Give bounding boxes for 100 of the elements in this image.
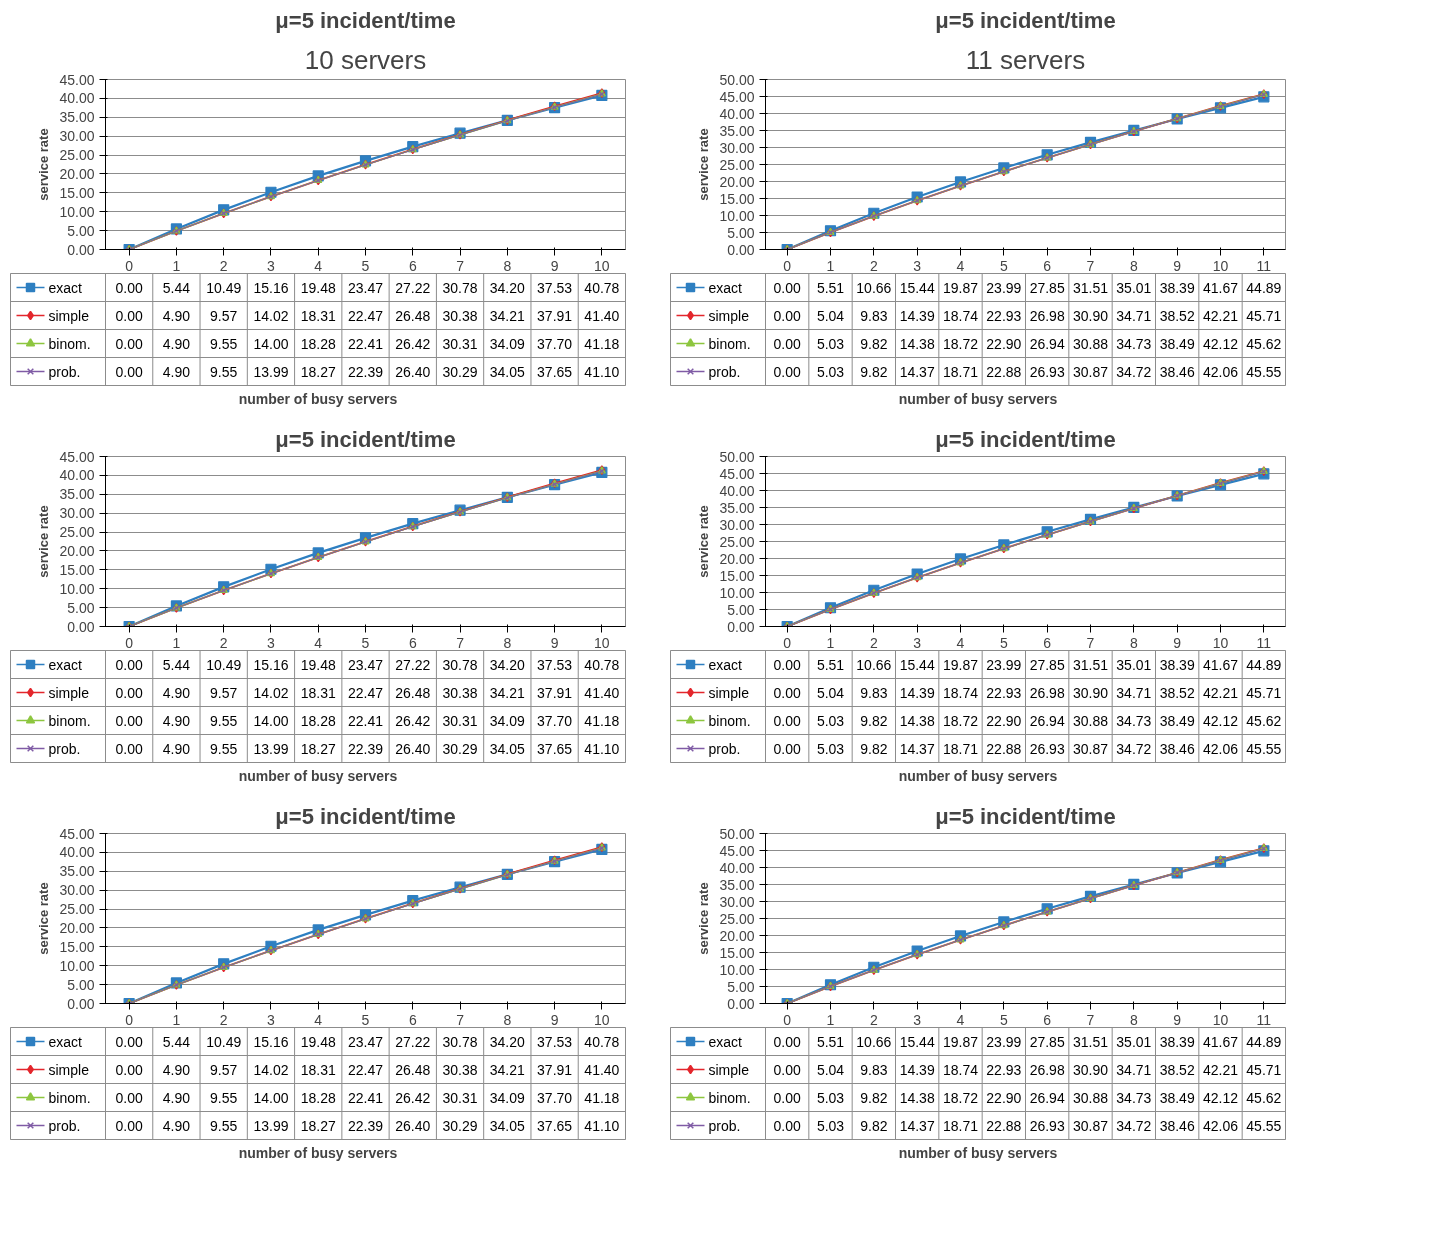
data-label: 38.39	[1159, 279, 1195, 296]
x-tick-label: 8	[1129, 634, 1138, 651]
y-tick-label: 30.00	[59, 505, 95, 522]
x-tick-label: 7	[456, 257, 465, 274]
data-label: 34.09	[489, 1089, 526, 1106]
legend-label: prob.	[48, 363, 81, 380]
data-label: 45.55	[1246, 740, 1282, 757]
data-label: 41.18	[584, 335, 620, 352]
y-tick-label: 40.00	[719, 859, 755, 876]
y-tick-label: 15.00	[719, 944, 755, 961]
y-tick-label: 5.00	[727, 978, 755, 995]
data-label: 9.55	[210, 1089, 238, 1106]
data-label: 42.12	[1202, 335, 1239, 352]
x-axis-title: number of busy servers	[898, 390, 1058, 407]
data-label: 22.39	[347, 1117, 384, 1134]
data-label: 15.44	[899, 1033, 935, 1050]
data-label: 4.90	[162, 335, 191, 352]
y-tick-label: 45.00	[719, 88, 755, 105]
data-label: 9.82	[860, 1089, 888, 1106]
data-label: 31.51	[1072, 279, 1109, 296]
data-label: 34.73	[1116, 335, 1152, 352]
data-label: 0.00	[115, 279, 143, 296]
data-label: 23.99	[986, 656, 1022, 673]
chart-title: μ=5 incident/time	[275, 426, 456, 452]
y-tick-label: 35.00	[719, 122, 755, 139]
x-tick-label: 7	[456, 634, 465, 651]
data-label: 4.90	[162, 307, 191, 324]
data-label: 30.31	[442, 1089, 478, 1106]
x-tick-label: 6	[1043, 1011, 1052, 1028]
data-label: 44.89	[1246, 279, 1282, 296]
x-tick-label: 10	[1212, 634, 1229, 651]
data-label: 14.37	[899, 740, 935, 757]
data-label: 0.00	[773, 684, 801, 701]
data-label: 14.00	[253, 712, 289, 729]
x-tick-label: 2	[869, 257, 878, 274]
x-tick-label: 0	[783, 634, 792, 651]
legend-label: simple	[48, 684, 90, 701]
data-label: 5.51	[816, 1033, 845, 1050]
legend-label: simple	[708, 307, 750, 324]
data-label: 42.21	[1202, 1061, 1239, 1078]
data-label: 14.39	[899, 1061, 935, 1078]
y-axis-title: service rate	[696, 882, 712, 955]
data-label: 37.91	[537, 307, 573, 324]
x-tick-label: 3	[913, 634, 922, 651]
y-tick-label: 10.00	[719, 584, 755, 601]
y-tick-label: 0.00	[67, 618, 95, 635]
y-axis-title: service rate	[36, 882, 52, 955]
data-label: 23.47	[347, 279, 384, 296]
data-label: 26.98	[1029, 1061, 1065, 1078]
data-label: 40.78	[584, 1033, 620, 1050]
data-label: 38.46	[1159, 740, 1195, 757]
data-label: 5.04	[816, 307, 845, 324]
data-label: 42.21	[1202, 307, 1239, 324]
chart-title: μ=5 incident/time	[935, 7, 1116, 33]
data-label: 34.73	[1116, 712, 1152, 729]
data-label: 30.90	[1072, 1061, 1109, 1078]
data-label: 14.37	[899, 1117, 935, 1134]
data-label: 34.73	[1116, 1089, 1152, 1106]
data-label: 18.74	[942, 684, 979, 701]
data-label: 23.99	[986, 279, 1022, 296]
legend-label: simple	[708, 684, 750, 701]
data-label: 26.94	[1029, 335, 1065, 352]
data-label: 5.44	[162, 279, 191, 296]
x-axis-title: number of busy servers	[238, 390, 398, 407]
data-label: 37.91	[537, 1061, 573, 1078]
data-label: 41.10	[584, 740, 620, 757]
data-label: 42.06	[1202, 1117, 1239, 1134]
data-label: 4.90	[162, 363, 191, 380]
legend-label: prob.	[48, 1117, 81, 1134]
y-axis-title: service rate	[36, 505, 52, 578]
x-tick-label: 3	[267, 634, 276, 651]
data-label: 0.00	[115, 1117, 143, 1134]
data-label: 27.85	[1029, 656, 1065, 673]
data-label: 42.21	[1202, 684, 1239, 701]
data-label: 34.05	[489, 740, 526, 757]
y-tick-label: 15.00	[719, 190, 755, 207]
data-label: 19.48	[300, 656, 336, 673]
chart-title: μ=5 incident/time	[935, 803, 1116, 829]
y-tick-label: 15.00	[719, 567, 755, 584]
x-tick-label: 1	[172, 257, 181, 274]
y-tick-label: 5.00	[727, 224, 755, 241]
data-label: 14.02	[253, 307, 289, 324]
x-tick-label: 4	[314, 634, 323, 651]
data-label: 5.44	[162, 1033, 191, 1050]
x-tick-label: 4	[956, 257, 965, 274]
y-tick-label: 25.00	[719, 533, 755, 550]
data-label: 26.48	[395, 307, 431, 324]
data-label: 41.40	[584, 1061, 620, 1078]
data-label: 9.82	[860, 335, 888, 352]
y-tick-label: 30.00	[719, 893, 755, 910]
data-label: 42.06	[1202, 740, 1239, 757]
data-label: 30.29	[442, 363, 478, 380]
data-label: 35.01	[1116, 279, 1152, 296]
data-label: 9.82	[860, 712, 888, 729]
data-label: 27.85	[1029, 279, 1065, 296]
y-tick-label: 40.00	[59, 90, 95, 107]
data-label: 41.10	[584, 363, 620, 380]
x-tick-label: 5	[361, 634, 370, 651]
x-tick-label: 8	[503, 257, 512, 274]
y-tick-label: 45.00	[719, 842, 755, 859]
